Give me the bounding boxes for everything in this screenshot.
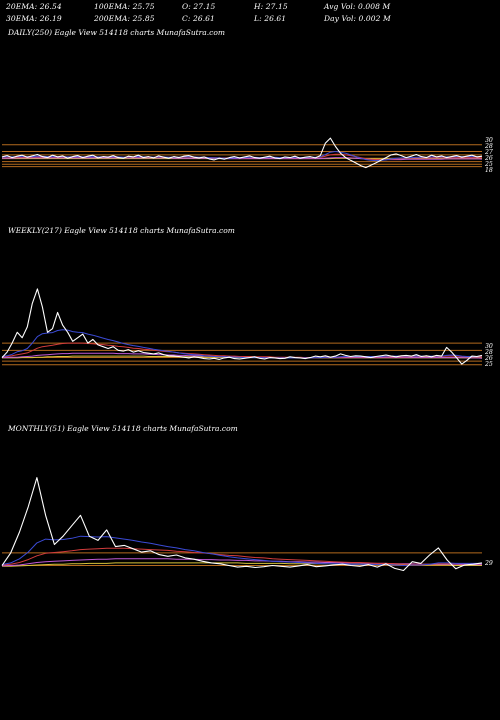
price-level-label: 29: [484, 560, 493, 567]
price-level-label: 26: [484, 155, 493, 162]
price-line: [1, 288, 483, 365]
ema100-stat: 100EMA: 25.75: [94, 2, 155, 11]
ema200-stat: 200EMA: 25.85: [94, 14, 155, 23]
price-line: [1, 477, 483, 572]
price-line: [1, 137, 483, 169]
ema20-stat: 20EMA: 26.54: [6, 2, 62, 11]
price-level-label: 25: [484, 161, 493, 168]
ema-100-line: [2, 157, 483, 161]
price-level-label: 18: [485, 167, 493, 174]
price-level-label: 25: [484, 361, 493, 368]
ema-30-line: [1, 342, 483, 359]
price-level-label: 26: [484, 355, 493, 362]
ema30-stat: 30EMA: 26.19: [6, 14, 62, 23]
open-stat: O: 27.15: [182, 2, 216, 11]
daily-panel-title: DAILY(250) Eagle View 514118 charts Muna…: [8, 28, 225, 37]
avg-vol-stat: Avg Vol: 0.008 M: [324, 2, 391, 11]
stats-header: 20EMA: 26.54 100EMA: 25.75 O: 27.15 H: 2…: [6, 2, 496, 28]
low-stat: L: 26.61: [254, 14, 287, 23]
price-level-label: 28: [484, 143, 493, 150]
ema-30-line: [1, 547, 482, 566]
price-level-label: 28: [484, 349, 493, 356]
high-stat: H: 27.15: [254, 2, 288, 11]
monthly-chart: 29: [1, 477, 493, 572]
price-level-label: 27: [484, 149, 493, 156]
ema-20-line: [1, 535, 482, 566]
price-level-label: 30: [485, 343, 493, 350]
close-stat: C: 26.61: [182, 14, 215, 23]
monthly-panel-title: MONTHLY(51) Eagle View 514118 charts Mun…: [8, 424, 238, 433]
weekly-panel-title: WEEKLY(217) Eagle View 514118 charts Mun…: [8, 226, 235, 235]
price-level-label: 30: [485, 137, 493, 144]
day-vol-stat: Day Vol: 0.002 M: [324, 14, 391, 23]
